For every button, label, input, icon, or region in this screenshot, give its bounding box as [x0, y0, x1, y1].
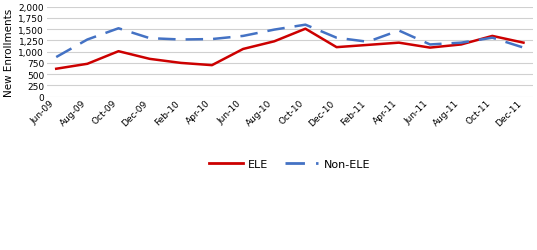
ELE [115, 50, 122, 53]
Non-ELE [147, 38, 153, 40]
ELE [427, 47, 433, 50]
ELE [240, 48, 246, 51]
Non-ELE [53, 56, 60, 59]
ELE [178, 62, 184, 65]
Non-ELE [489, 37, 496, 40]
Non-ELE [240, 35, 246, 38]
Non-ELE [209, 38, 215, 42]
ELE [53, 68, 60, 71]
Non-ELE [178, 39, 184, 42]
ELE [302, 28, 309, 31]
ELE [147, 58, 153, 61]
Non-ELE [458, 42, 465, 45]
ELE [396, 42, 402, 45]
ELE [365, 44, 371, 47]
Y-axis label: New Enrollments: New Enrollments [4, 8, 14, 96]
Non-ELE [427, 44, 433, 47]
Line: ELE: ELE [56, 30, 524, 70]
ELE [489, 35, 496, 38]
Non-ELE [115, 28, 122, 31]
ELE [209, 64, 215, 68]
Non-ELE [365, 41, 371, 44]
ELE [458, 44, 465, 47]
ELE [271, 41, 278, 44]
Non-ELE [396, 30, 402, 33]
Legend: ELE, Non-ELE: ELE, Non-ELE [205, 155, 375, 174]
ELE [520, 42, 527, 45]
Non-ELE [302, 24, 309, 27]
Non-ELE [520, 47, 527, 50]
ELE [333, 46, 340, 50]
ELE [84, 63, 91, 66]
Non-ELE [271, 29, 278, 32]
Non-ELE [84, 39, 91, 42]
Non-ELE [333, 37, 340, 40]
Line: Non-ELE: Non-ELE [56, 26, 524, 58]
